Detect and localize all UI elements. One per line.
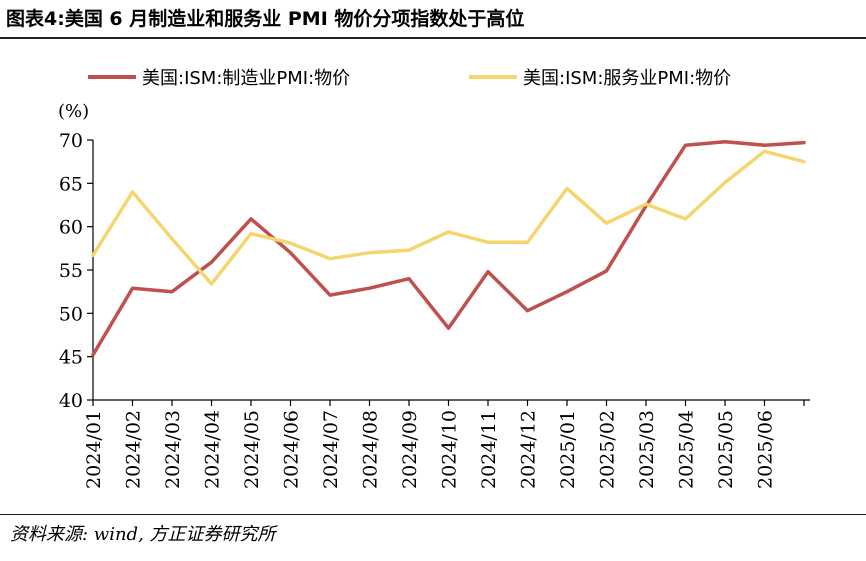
chart-series <box>91 139 806 357</box>
series-1-point <box>723 140 727 144</box>
x-tick-label: 2024/07 <box>320 410 342 489</box>
series-2-point <box>565 187 569 191</box>
x-tick-label: 2025/05 <box>715 410 737 489</box>
y-axis: 40 45 50 55 60 65 70 <box>59 130 94 412</box>
x-axis: 2024/01 2024/02 2024/03 2024/04 2024/05 2024/… <box>83 399 810 489</box>
series-1-point <box>447 326 450 330</box>
series-1-point <box>91 353 95 357</box>
series-2-point <box>526 240 529 244</box>
series-1-point <box>486 270 490 274</box>
series-2-point <box>723 180 727 184</box>
x-tick-label: 2024/03 <box>162 410 184 489</box>
x-tick-label: 2024/08 <box>360 410 382 489</box>
series-2-point <box>763 149 766 153</box>
y-axis-unit: (%) <box>58 101 89 122</box>
series-1-point <box>605 269 608 273</box>
series-1-point <box>131 286 134 290</box>
y-tick-label: 45 <box>59 347 83 369</box>
x-tick-label: 2024/11 <box>478 410 500 489</box>
series-1-point <box>407 277 411 281</box>
series-2-point <box>684 217 687 221</box>
x-tick-label: 2024/06 <box>281 410 303 489</box>
source-note: 资料来源: wind, 方正证券研究所 <box>10 524 276 545</box>
x-tick-label: 2024/02 <box>123 410 145 489</box>
series-1-point <box>210 260 213 264</box>
x-tick-label: 2024/04 <box>202 410 224 489</box>
x-tick-label: 2024/01 <box>83 410 105 489</box>
series-1-point <box>249 217 253 221</box>
title-divider <box>0 37 866 39</box>
series-2-point <box>644 202 648 206</box>
chart-title: 图表4:美国 6 月制造业和服务业 PMI 物价分项指数处于高位 <box>6 8 525 30</box>
series-2-point <box>170 237 174 241</box>
series-1-point <box>170 290 174 294</box>
series-2-point <box>131 190 134 194</box>
y-tick-label: 40 <box>59 390 83 412</box>
chart-legend: 美国:ISM:制造业PMI:物价 美国:ISM:服务业PMI:物价 <box>88 68 731 89</box>
series-2-point <box>249 232 253 236</box>
series-2-point <box>802 160 806 164</box>
x-tick-label: 2024/10 <box>439 410 461 489</box>
y-tick-label: 65 <box>59 173 83 195</box>
series-2-point <box>210 282 213 286</box>
y-tick-label: 70 <box>59 130 83 152</box>
series-1-point <box>328 293 332 297</box>
series-1-point <box>763 143 766 147</box>
legend-label-2: 美国:ISM:服务业PMI:物价 <box>523 68 731 89</box>
y-tick-label: 55 <box>59 260 83 282</box>
series-2-point <box>605 221 608 225</box>
x-tick-label: 2025/06 <box>755 410 777 489</box>
series-1-point <box>684 143 687 147</box>
y-tick-label: 60 <box>59 217 83 239</box>
x-tick-label: 2024/09 <box>399 410 421 489</box>
series-1-point <box>289 251 292 255</box>
x-tick-label: 2025/02 <box>597 410 619 489</box>
x-tick-label: 2024/12 <box>518 410 540 489</box>
source-divider <box>0 514 866 515</box>
series-2-point <box>447 230 450 234</box>
x-tick-label: 2025/01 <box>557 410 579 489</box>
series-1-point <box>368 286 371 290</box>
x-tick-label: 2024/05 <box>241 410 263 489</box>
x-tick-label: 2025/03 <box>636 410 658 489</box>
series-line-2 <box>91 149 806 286</box>
series-2-point <box>328 257 332 261</box>
series-1-point <box>802 141 806 145</box>
series-1-point <box>526 309 529 313</box>
series-2-point <box>407 248 411 252</box>
y-tick-label: 50 <box>59 303 83 325</box>
legend-label-1: 美国:ISM:制造业PMI:物价 <box>142 68 350 89</box>
series-2-point <box>289 241 292 245</box>
series-1-point <box>565 290 569 294</box>
x-tick-label: 2025/04 <box>676 410 698 489</box>
series-2-point <box>486 240 490 244</box>
series-line-1 <box>91 139 806 357</box>
series-2-point <box>91 253 95 257</box>
series-2-point <box>368 251 371 255</box>
